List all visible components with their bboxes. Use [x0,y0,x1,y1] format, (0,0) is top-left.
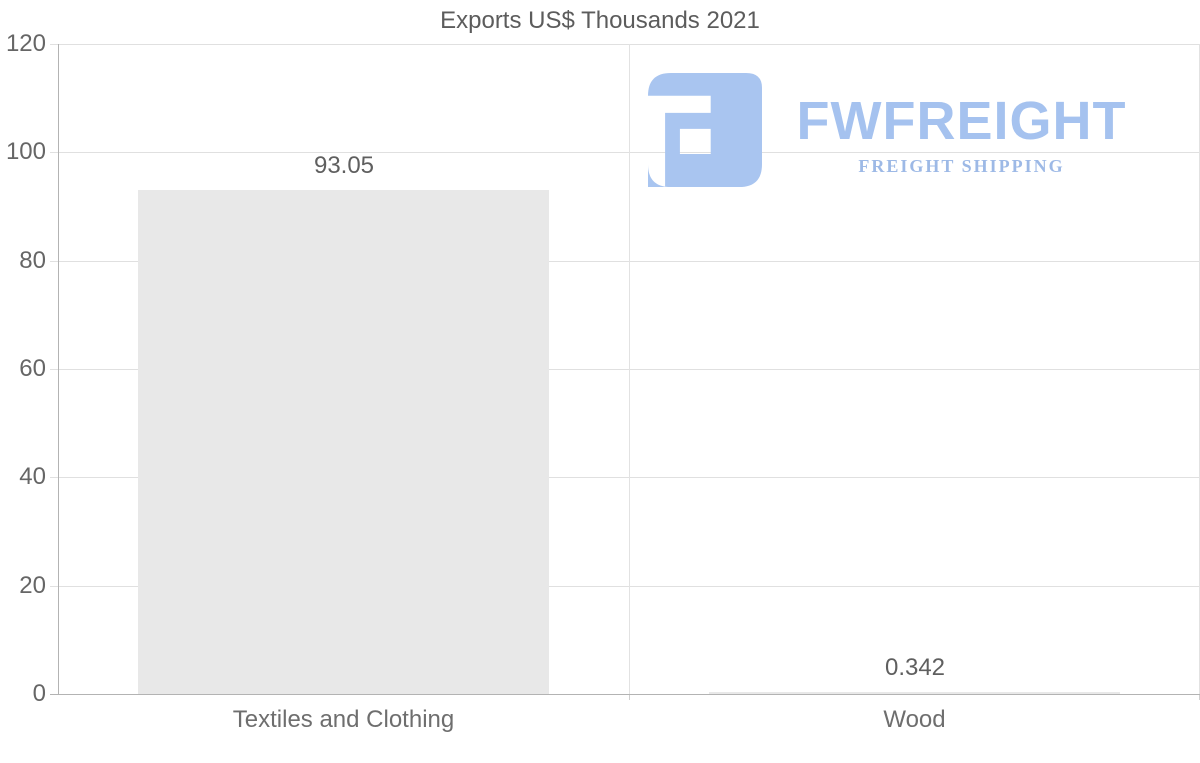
y-axis-tick-label: 40 [19,463,46,490]
x-axis-category-label: Textiles and Clothing [232,706,455,733]
gridline-x-1 [629,44,630,694]
gridline-y-120 [50,44,1200,45]
watermark-text: FWFREIGHT FREIGHT SHIPPING [775,72,1148,175]
gridline-y-80 [50,261,1200,262]
y-axis-tick-label: 120 [5,30,46,57]
bar-value-label: 0.342 [884,654,946,681]
x-axis-line [50,694,1200,695]
gridline-y-60 [50,369,1200,370]
x-axis-tick [629,695,630,700]
gridline-y-40 [50,477,1200,478]
y-axis-tick-label: 20 [19,572,46,599]
y-axis-tick-label: 60 [19,355,46,382]
watermark-tagline-text: FREIGHT SHIPPING [858,156,1065,176]
y-axis-tick-label: 100 [5,138,46,165]
fwfreight-logo-icon [648,73,762,187]
bar-value-label: 93.05 [313,152,375,179]
bar-wood [709,692,1120,694]
chart-title: Exports US$ Thousands 2021 [440,7,760,34]
gridline-y-100 [50,152,1200,153]
watermark-logo: FWFREIGHT FREIGHT SHIPPING [648,72,1148,192]
watermark-brand-text: FWFREIGHT [796,91,1127,151]
bar-textiles-and-clothing [138,190,549,694]
y-axis-tick-label: 0 [32,680,46,707]
y-axis-line [58,44,59,695]
x-axis-category-label: Wood [883,706,946,733]
y-axis-tick-label: 80 [19,247,46,274]
gridline-y-20 [50,586,1200,587]
